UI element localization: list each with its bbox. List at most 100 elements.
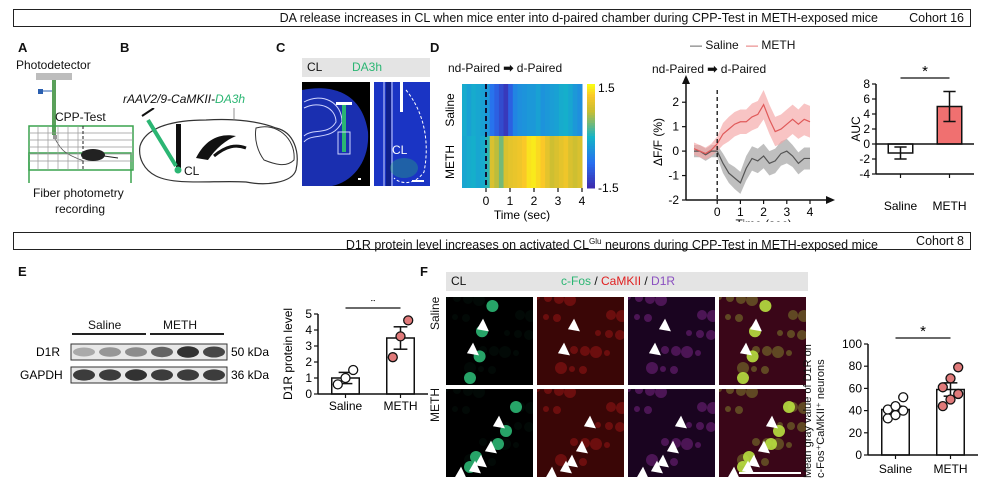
background-signal bbox=[569, 366, 575, 372]
significance-star: * bbox=[920, 323, 926, 340]
x-tick-label: METH bbox=[384, 399, 418, 413]
y-tick-label: -2 bbox=[668, 193, 679, 207]
background-signal bbox=[606, 310, 616, 320]
background-signal bbox=[635, 297, 643, 302]
colorbar-segment bbox=[587, 104, 595, 108]
micrograph-meth-camkii bbox=[537, 389, 624, 477]
background-signal bbox=[661, 438, 669, 446]
arrowhead-icon bbox=[484, 440, 497, 454]
background-signal bbox=[696, 330, 704, 338]
background-signal bbox=[453, 389, 461, 394]
y-tick-label: 0 bbox=[672, 144, 679, 158]
y-tick-label: 8 bbox=[863, 77, 870, 91]
cell-body bbox=[510, 401, 522, 413]
sem-band-meth bbox=[694, 90, 810, 160]
heatmap-cell bbox=[577, 136, 583, 188]
background-signal bbox=[670, 366, 678, 374]
background-signal bbox=[488, 366, 496, 374]
heatmap-cell bbox=[535, 136, 541, 188]
heatmap-cell bbox=[540, 136, 546, 188]
background-signal bbox=[644, 406, 652, 414]
background-signal bbox=[579, 458, 587, 466]
background-signal bbox=[453, 297, 461, 302]
background-signal bbox=[696, 422, 704, 430]
fiber-implant-icon bbox=[176, 124, 181, 168]
background-signal bbox=[504, 330, 510, 336]
background-signal bbox=[735, 406, 743, 414]
panel-label-f: F bbox=[420, 264, 428, 279]
panel-label-b: B bbox=[120, 40, 130, 55]
cell-body bbox=[464, 372, 476, 384]
banner-title: DA release increases in CL when mice ent… bbox=[279, 11, 878, 25]
banner-title-sup: Glu bbox=[589, 237, 602, 246]
colorbar-segment bbox=[587, 172, 595, 176]
x-tick-label: Saline bbox=[329, 399, 363, 413]
x-tick-label: 1 bbox=[507, 194, 514, 208]
arrowhead-icon bbox=[648, 342, 661, 356]
data-point bbox=[937, 382, 948, 393]
background-signal bbox=[524, 330, 533, 340]
background-signal bbox=[655, 297, 667, 306]
blot-row-label: GAPDH bbox=[20, 368, 63, 382]
cell-body bbox=[492, 438, 504, 450]
arrowhead-icon bbox=[454, 466, 467, 477]
background-signal bbox=[553, 406, 561, 414]
micrograph-saline-d1r bbox=[628, 297, 715, 385]
background-signal bbox=[686, 422, 692, 428]
background-signal bbox=[525, 310, 533, 322]
background-signal bbox=[681, 346, 693, 358]
background-signal bbox=[464, 362, 476, 374]
colorbar-max-label: 1.5 bbox=[598, 81, 615, 95]
region-label: CL bbox=[307, 60, 323, 74]
row-label-meth: METH bbox=[428, 388, 442, 422]
y-axis-label: D1R protein level bbox=[281, 308, 295, 400]
scale-bar bbox=[739, 472, 801, 474]
heatmap-cell bbox=[489, 136, 495, 188]
data-point bbox=[340, 372, 351, 384]
colorbar-segment bbox=[587, 110, 595, 114]
arrowhead-icon bbox=[545, 466, 558, 477]
data-point bbox=[898, 392, 909, 403]
y-tick-label: -2 bbox=[859, 152, 870, 166]
background-signal bbox=[735, 314, 743, 322]
background-signal bbox=[537, 389, 540, 392]
heatmap-cell bbox=[540, 84, 546, 136]
arrowhead-icon bbox=[468, 460, 481, 474]
colorbar-segment bbox=[587, 138, 595, 142]
heatmap-cell bbox=[526, 136, 532, 188]
background-signal bbox=[681, 438, 693, 450]
background-signal bbox=[524, 422, 533, 432]
arrowhead-icon bbox=[666, 440, 679, 454]
blot-band bbox=[125, 347, 147, 357]
arrowhead-icon bbox=[749, 318, 762, 332]
background-signal bbox=[726, 389, 734, 394]
header-from: nd-Paired bbox=[448, 61, 501, 75]
mouse-icon bbox=[81, 149, 105, 161]
heatmap-cell bbox=[522, 84, 528, 136]
x-tick-label: 3 bbox=[555, 194, 562, 208]
background-signal bbox=[616, 402, 624, 414]
heatmap-cell bbox=[512, 136, 518, 188]
x-tick-label: 4 bbox=[579, 194, 586, 208]
molecular-weight-label: 36 kDa bbox=[231, 368, 269, 382]
sagittal-brain-diagram bbox=[139, 108, 298, 185]
background-signal bbox=[452, 406, 458, 412]
heatmap-cell bbox=[535, 84, 541, 136]
colorbar-segment bbox=[587, 99, 595, 103]
line-header-from: nd-Paired bbox=[652, 62, 705, 76]
colorbar-segment bbox=[587, 136, 595, 140]
background-signal bbox=[628, 297, 631, 300]
background-signal bbox=[697, 310, 707, 320]
background-signal bbox=[564, 297, 576, 306]
y-tick-label: 40 bbox=[849, 404, 863, 418]
colorbar-segment bbox=[587, 102, 595, 106]
y-tick-label: 20 bbox=[849, 426, 863, 440]
heatmap-cell bbox=[494, 136, 500, 188]
heatmap-cell bbox=[563, 136, 569, 188]
background-signal bbox=[737, 362, 749, 374]
background-signal bbox=[543, 314, 549, 320]
y-tick-label: 0 bbox=[305, 387, 312, 401]
y-tick-label: -4 bbox=[859, 167, 870, 181]
background-signal bbox=[787, 330, 795, 338]
background-signal bbox=[707, 402, 715, 414]
